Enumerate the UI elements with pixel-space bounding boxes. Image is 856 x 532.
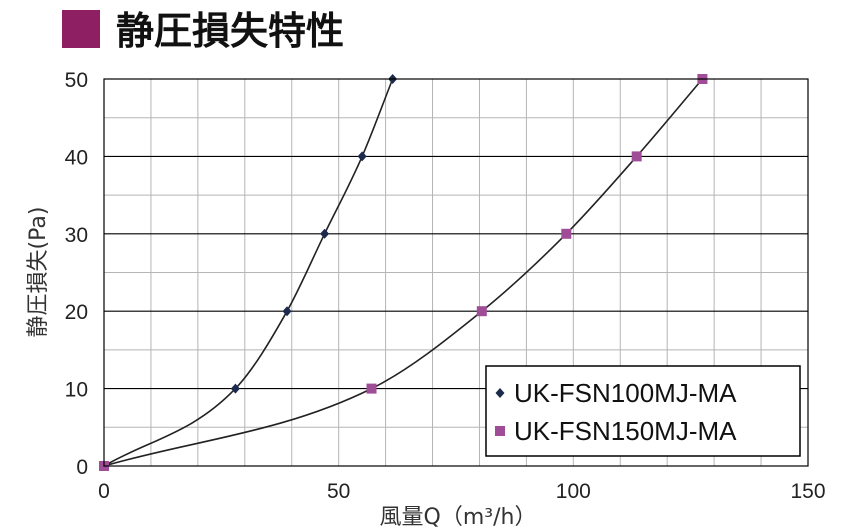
x-axis-label: 風量Q（m³/h）: [380, 505, 537, 530]
x-tick-label: 150: [790, 480, 825, 503]
series-1-point: [320, 228, 330, 239]
y-tick-label: 50: [65, 69, 88, 92]
series-2-point: [476, 306, 487, 317]
y-tick-label: 40: [65, 146, 88, 169]
y-tick-label: 30: [65, 224, 88, 247]
y-axis-label: 静圧損失(Pa): [26, 207, 51, 338]
legend: UK-FSN100MJ-MA UK-FSN150MJ-MA: [485, 365, 801, 457]
y-tick-label: 10: [65, 379, 88, 402]
series-2-point: [366, 383, 377, 394]
x-tick-labels: 0 50 100 150: [98, 480, 825, 503]
series-1-point: [357, 151, 367, 162]
legend-box: [485, 365, 801, 457]
series-2-point: [631, 151, 642, 162]
x-tick-label: 0: [98, 480, 110, 503]
series-1-line: [103, 78, 394, 467]
legend-marker-2: [495, 426, 505, 436]
title-square: [62, 10, 100, 48]
x-tick-label: 100: [556, 480, 591, 503]
legend-marker-1: [495, 388, 505, 398]
y-tick-labels: 0 10 20 30 40 50: [65, 69, 88, 479]
y-tick-label: 0: [76, 456, 88, 479]
series-1-point: [230, 383, 240, 394]
legend-label-1: UK-FSN100MJ-MA: [514, 378, 737, 408]
x-tick-label: 50: [327, 480, 350, 503]
legend-label-2: UK-FSN150MJ-MA: [514, 416, 737, 446]
y-tick-label: 20: [65, 301, 88, 324]
series-2-point: [561, 228, 572, 239]
series-1-point: [282, 306, 292, 317]
chart-title: 静圧損失特性: [116, 9, 344, 53]
plot-frame: [103, 78, 809, 467]
